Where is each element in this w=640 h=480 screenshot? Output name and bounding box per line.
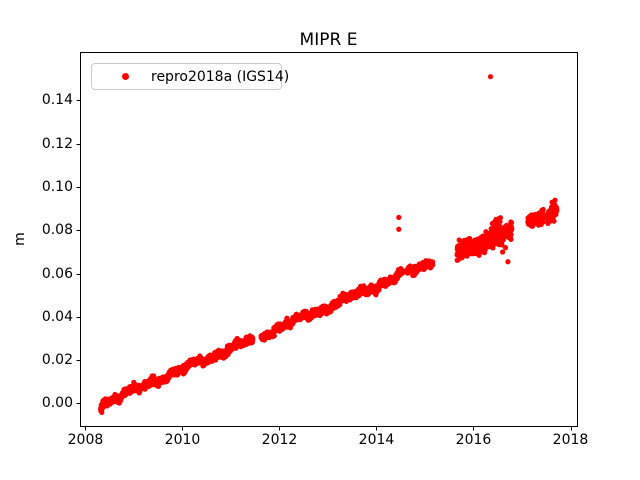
legend-label: repro2018a (IGS14) — [151, 68, 290, 85]
y-tick-label: 0.00 — [41, 395, 73, 412]
y-tick-label: 0.06 — [41, 265, 73, 282]
x-tick-label: 2018 — [552, 432, 589, 448]
y-tick-label: 0.10 — [41, 179, 73, 196]
x-tick-label: 2008 — [67, 432, 104, 448]
legend-dot-marker-icon — [122, 73, 129, 80]
chart-title: MIPR E — [299, 30, 358, 50]
y-tick-label: 0.08 — [41, 222, 73, 239]
y-tick-label: 0.04 — [41, 308, 73, 325]
y-tick-label: 0.02 — [41, 352, 73, 369]
x-tick-label: 2012 — [261, 432, 298, 448]
legend: repro2018a (IGS14) — [91, 63, 289, 90]
x-tick-label: 2016 — [455, 432, 492, 448]
x-tick-label: 2010 — [164, 432, 201, 448]
x-tick-label: 2014 — [358, 432, 395, 448]
y-tick-label: 0.12 — [41, 135, 73, 152]
y-tick-label: 0.14 — [41, 92, 73, 109]
